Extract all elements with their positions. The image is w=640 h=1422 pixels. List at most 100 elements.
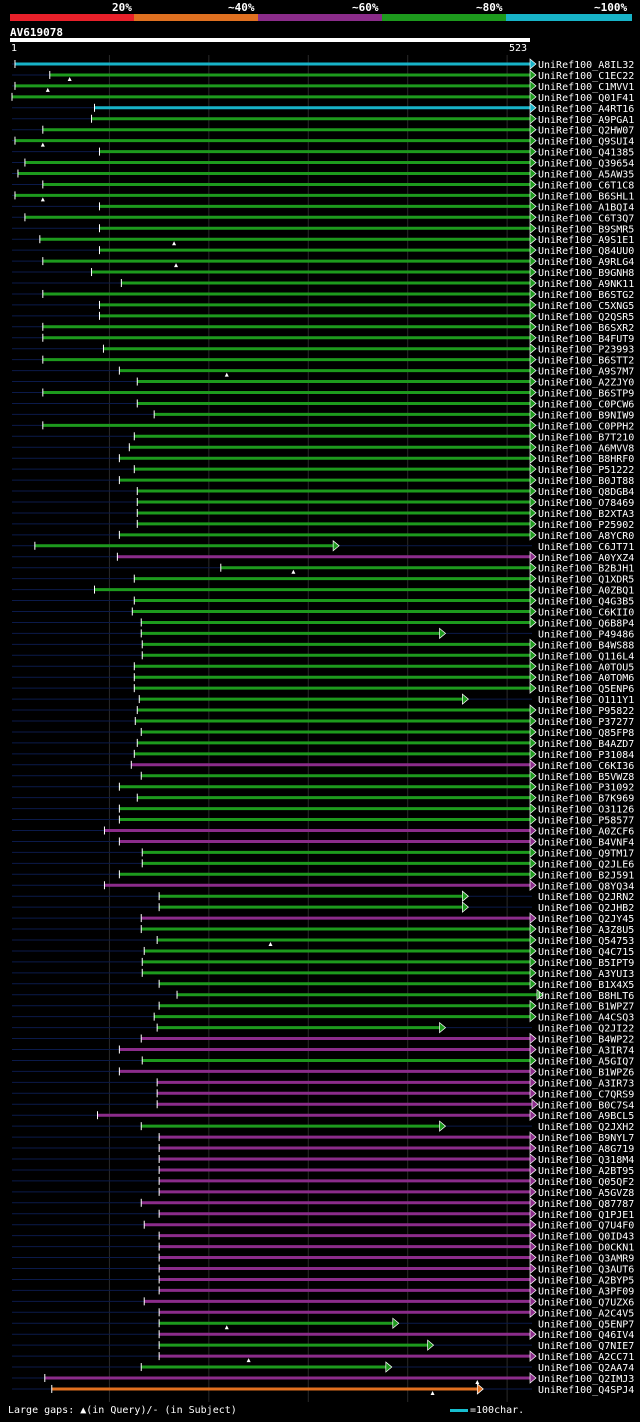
hit-row[interactable]: UniRef100_C6JT71	[12, 540, 634, 553]
hit-row[interactable]: UniRef100_O78469	[12, 496, 634, 509]
hit-row[interactable]: UniRef100_Q41385	[12, 145, 634, 159]
hit-label[interactable]: UniRef100_A0YXZ4	[538, 553, 634, 564]
hit-label[interactable]: UniRef100_A9NK11	[538, 279, 634, 290]
hit-label[interactable]: UniRef100_Q87787	[538, 1199, 634, 1210]
hit-row[interactable]: UniRef100_A3IR73	[12, 1076, 634, 1089]
hit-label[interactable]: UniRef100_Q2JI22	[538, 1024, 634, 1035]
hit-label[interactable]: UniRef100_Q4C715	[538, 947, 634, 958]
hit-label[interactable]: UniRef100_A2C4V5	[538, 1308, 634, 1319]
hit-row[interactable]: UniRef100_Q4SPJ4	[12, 1383, 634, 1396]
hit-row[interactable]: UniRef100_Q2QSR5	[12, 310, 634, 323]
hit-label[interactable]: UniRef100_A9PGA1	[538, 115, 634, 126]
hit-row[interactable]: UniRef100_A0ZBQ1	[12, 583, 634, 597]
hit-row[interactable]: UniRef100_Q0ID43	[12, 1229, 634, 1243]
hit-label[interactable]: UniRef100_B9NYL7	[538, 1133, 634, 1144]
hit-row[interactable]: UniRef100_Q84UU0	[12, 244, 634, 257]
hit-row[interactable]: UniRef100_Q6B8P4	[12, 616, 634, 629]
hit-row[interactable]: UniRef100_A8IL32	[12, 58, 634, 71]
hit-label[interactable]: UniRef100_Q2HW07	[538, 126, 634, 137]
hit-row[interactable]: UniRef100_Q2IMJ3	[12, 1372, 634, 1385]
hit-label[interactable]: UniRef100_A9S1E1	[538, 235, 634, 246]
hit-label[interactable]: UniRef100_A4CSQ3	[538, 1013, 634, 1024]
hit-label[interactable]: UniRef100_A3IR73	[538, 1078, 634, 1089]
hit-label[interactable]: UniRef100_B8HRF0	[538, 454, 634, 465]
hit-label[interactable]: UniRef100_A0ZBQ1	[538, 586, 634, 597]
hit-row[interactable]: UniRef100_Q4G3B5	[12, 594, 634, 608]
hit-label[interactable]: UniRef100_B4VNF4	[538, 837, 634, 848]
hit-row[interactable]: UniRef100_Q2HW07	[12, 123, 634, 137]
hit-row[interactable]: UniRef100_B7T210	[12, 430, 634, 443]
hit-label[interactable]: UniRef100_P95822	[538, 706, 634, 717]
hit-label[interactable]: UniRef100_B6STP9	[538, 389, 634, 400]
hit-label[interactable]: UniRef100_Q39654	[538, 159, 634, 170]
hit-label[interactable]: UniRef100_P51222	[538, 465, 634, 476]
hit-label[interactable]: UniRef100_B1WPZ7	[538, 1002, 634, 1013]
hit-row[interactable]: UniRef100_Q7UZX6	[12, 1295, 634, 1308]
hit-label[interactable]: UniRef100_Q2JHB2	[538, 903, 634, 914]
hit-row[interactable]: UniRef100_B1WPZ7	[12, 999, 634, 1013]
hit-row[interactable]: UniRef100_B0C7S4	[12, 1098, 634, 1111]
hit-label[interactable]: UniRef100_Q4SPJ4	[538, 1385, 634, 1396]
hit-row[interactable]: UniRef100_B5VWZ8	[12, 770, 634, 783]
hit-row[interactable]: UniRef100_B9NYL7	[12, 1131, 634, 1144]
hit-label[interactable]: UniRef100_A2BYP5	[538, 1275, 634, 1286]
hit-row[interactable]: UniRef100_Q2JHB2	[12, 901, 634, 914]
hit-row[interactable]: UniRef100_A9RLG4	[12, 255, 634, 268]
hit-label[interactable]: UniRef100_P25902	[538, 520, 634, 531]
hit-row[interactable]: UniRef100_Q2AA74	[12, 1361, 634, 1374]
hit-row[interactable]: UniRef100_A2ZJY0	[12, 375, 634, 389]
hit-row[interactable]: UniRef100_Q116L4	[12, 649, 634, 662]
hit-label[interactable]: UniRef100_Q2IMJ3	[538, 1374, 634, 1385]
hit-row[interactable]: UniRef100_P51222	[12, 463, 634, 476]
hit-row[interactable]: UniRef100_A0YXZ4	[12, 551, 634, 564]
hit-label[interactable]: UniRef100_Q8DGB4	[538, 487, 634, 498]
hit-label[interactable]: UniRef100_Q2AA74	[538, 1363, 634, 1374]
hit-label[interactable]: UniRef100_Q1PJE1	[538, 1210, 634, 1221]
hit-row[interactable]: UniRef100_A3Z8U5	[12, 923, 634, 936]
hit-row[interactable]: UniRef100_A3YUI3	[12, 967, 634, 980]
hit-label[interactable]: UniRef100_P37277	[538, 717, 634, 728]
hit-row[interactable]: UniRef100_A8G719	[12, 1142, 634, 1155]
hit-label[interactable]: UniRef100_A5GVZ8	[538, 1188, 634, 1199]
hit-row[interactable]: UniRef100_B2BJH1	[12, 561, 634, 575]
hit-label[interactable]: UniRef100_A3PF09	[538, 1286, 634, 1297]
hit-row[interactable]: UniRef100_Q2JLE6	[12, 857, 634, 870]
hit-label[interactable]: UniRef100_C6JT71	[538, 542, 634, 553]
hit-row[interactable]: UniRef100_C6KI36	[12, 759, 634, 772]
hit-row[interactable]: UniRef100_O31126	[12, 802, 634, 816]
hit-label[interactable]: UniRef100_A1BQI4	[538, 202, 634, 213]
hit-row[interactable]: UniRef100_Q2JXH2	[12, 1120, 634, 1133]
hit-label[interactable]: UniRef100_Q9SUI4	[538, 137, 634, 148]
hit-row[interactable]: UniRef100_A4RT16	[12, 102, 634, 115]
hit-row[interactable]: UniRef100_B1WPZ6	[12, 1065, 634, 1078]
hit-row[interactable]: UniRef100_B4WS88	[12, 638, 634, 651]
hit-label[interactable]: UniRef100_Q41385	[538, 148, 634, 159]
hit-label[interactable]: UniRef100_Q46IV4	[538, 1330, 634, 1341]
hit-label[interactable]: UniRef100_A4RT16	[538, 104, 634, 115]
hit-label[interactable]: UniRef100_Q7UZX6	[538, 1297, 634, 1308]
hit-label[interactable]: UniRef100_A9BCL5	[538, 1111, 634, 1122]
hit-row[interactable]: UniRef100_A6MVV8	[12, 441, 634, 454]
hit-label[interactable]: UniRef100_A5GIQ7	[538, 1056, 634, 1067]
hit-row[interactable]: UniRef100_B4AZD7	[12, 737, 634, 750]
hit-row[interactable]: UniRef100_Q46IV4	[12, 1328, 634, 1341]
hit-row[interactable]: UniRef100_P23993	[12, 342, 634, 356]
hit-label[interactable]: UniRef100_Q9TM17	[538, 848, 634, 859]
hit-row[interactable]: UniRef100_A0TOU5	[12, 660, 634, 673]
hit-label[interactable]: UniRef100_B0JT88	[538, 476, 634, 487]
hit-label[interactable]: UniRef100_A6MVV8	[538, 443, 634, 454]
hit-row[interactable]: UniRef100_A0TOM6	[12, 671, 634, 684]
hit-row[interactable]: UniRef100_B6SXR2	[12, 321, 634, 334]
hit-row[interactable]: UniRef100_A3PF09	[12, 1284, 634, 1297]
hit-label[interactable]: UniRef100_B4WS88	[538, 640, 634, 651]
hit-label[interactable]: UniRef100_A2ZJY0	[538, 378, 634, 389]
hit-row[interactable]: UniRef100_Q39654	[12, 156, 634, 170]
hit-row[interactable]: UniRef100_B5IPT9	[12, 956, 634, 969]
hit-row[interactable]: UniRef100_A2BYP5	[12, 1273, 634, 1286]
hit-label[interactable]: UniRef100_Q7NIE7	[538, 1341, 634, 1352]
hit-row[interactable]: UniRef100_Q8YQ34	[12, 879, 634, 892]
hit-row[interactable]: UniRef100_Q7NIE7	[12, 1339, 634, 1352]
hit-row[interactable]: UniRef100_B4FUT9	[12, 332, 634, 345]
hit-label[interactable]: UniRef100_Q05QF2	[538, 1177, 634, 1188]
hit-label[interactable]: UniRef100_A2BT95	[538, 1166, 634, 1177]
